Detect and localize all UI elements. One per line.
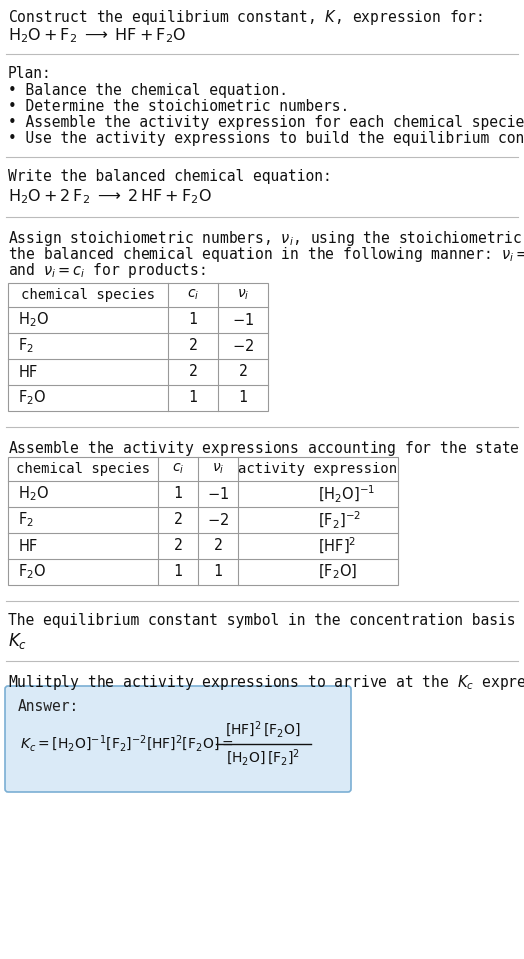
Text: $\mathrm{F_2O}$: $\mathrm{F_2O}$ (18, 388, 46, 408)
Text: 1: 1 (173, 486, 182, 502)
Text: $-1$: $-1$ (232, 312, 254, 328)
Text: $c_i$: $c_i$ (172, 462, 184, 477)
Text: chemical species: chemical species (16, 462, 150, 476)
Bar (8, 283, 268, 411)
Text: 1: 1 (189, 390, 198, 406)
Text: 1: 1 (189, 313, 198, 328)
Text: Assemble the activity expressions accounting for the state of matter and $\nu_i$: Assemble the activity expressions accoun… (8, 439, 524, 458)
Text: $K_c$: $K_c$ (8, 631, 27, 651)
Text: • Balance the chemical equation.: • Balance the chemical equation. (8, 83, 288, 98)
Text: $[\mathrm{F_2}]^{-2}$: $[\mathrm{F_2}]^{-2}$ (318, 509, 361, 530)
Text: $[\mathrm{H_2O}]^{-1}$: $[\mathrm{H_2O}]^{-1}$ (318, 483, 375, 504)
Text: $[\mathrm{H_2O}]\,[\mathrm{F_2}]^2$: $[\mathrm{H_2O}]\,[\mathrm{F_2}]^2$ (226, 748, 300, 768)
Text: and $\nu_i = c_i$ for products:: and $\nu_i = c_i$ for products: (8, 261, 206, 280)
Text: • Use the activity expressions to build the equilibrium constant expression.: • Use the activity expressions to build … (8, 131, 524, 146)
Bar (8, 457, 398, 585)
Text: activity expression: activity expression (238, 462, 398, 476)
Text: Construct the equilibrium constant, $K$, expression for:: Construct the equilibrium constant, $K$,… (8, 8, 483, 27)
Text: 2: 2 (173, 539, 182, 553)
Text: 1: 1 (238, 390, 247, 406)
Text: Plan:: Plan: (8, 66, 52, 81)
Text: $\mathrm{F_2}$: $\mathrm{F_2}$ (18, 510, 34, 529)
Text: 2: 2 (189, 364, 198, 380)
Text: the balanced chemical equation in the following manner: $\nu_i = -c_i$ for react: the balanced chemical equation in the fo… (8, 245, 524, 264)
Text: The equilibrium constant symbol in the concentration basis is:: The equilibrium constant symbol in the c… (8, 613, 524, 628)
Text: • Determine the stoichiometric numbers.: • Determine the stoichiometric numbers. (8, 99, 350, 114)
Text: 2: 2 (173, 512, 182, 527)
Text: 2: 2 (238, 364, 247, 380)
Text: Write the balanced chemical equation:: Write the balanced chemical equation: (8, 169, 332, 184)
Text: $-2$: $-2$ (232, 338, 254, 354)
Text: $\mathrm{H_2O + F_2 \;\longrightarrow\; HF + F_2O}$: $\mathrm{H_2O + F_2 \;\longrightarrow\; … (8, 26, 186, 45)
Text: $\mathrm{HF}$: $\mathrm{HF}$ (18, 538, 38, 554)
Text: chemical species: chemical species (21, 288, 155, 302)
Text: 1: 1 (173, 565, 182, 579)
Text: 2: 2 (189, 339, 198, 354)
Text: $[\mathrm{F_2O}]$: $[\mathrm{F_2O}]$ (318, 563, 357, 581)
Text: $\mathrm{F_2O}$: $\mathrm{F_2O}$ (18, 563, 46, 581)
Text: $\nu_i$: $\nu_i$ (237, 288, 249, 302)
Text: $[\mathrm{HF}]^2\,[\mathrm{F_2O}]$: $[\mathrm{HF}]^2\,[\mathrm{F_2O}]$ (225, 720, 301, 740)
Text: $\mathrm{HF}$: $\mathrm{HF}$ (18, 364, 38, 380)
Text: $\mathrm{H_2O}$: $\mathrm{H_2O}$ (18, 484, 49, 503)
Text: $K_c = [\mathrm{H_2O}]^{-1} [\mathrm{F_2}]^{-2} [\mathrm{HF}]^2 [\mathrm{F_2O}] : $K_c = [\mathrm{H_2O}]^{-1} [\mathrm{F_2… (20, 734, 233, 754)
Text: $\mathrm{F_2}$: $\mathrm{F_2}$ (18, 337, 34, 356)
Text: $-2$: $-2$ (207, 512, 229, 528)
Text: $c_i$: $c_i$ (187, 288, 199, 302)
Text: Mulitply the activity expressions to arrive at the $K_c$ expression:: Mulitply the activity expressions to arr… (8, 673, 524, 692)
Text: 1: 1 (214, 565, 222, 579)
Text: $\nu_i$: $\nu_i$ (212, 462, 224, 477)
Text: Assign stoichiometric numbers, $\nu_i$, using the stoichiometric coefficients, $: Assign stoichiometric numbers, $\nu_i$, … (8, 229, 524, 248)
FancyBboxPatch shape (5, 686, 351, 792)
Text: $[\mathrm{HF}]^{2}$: $[\mathrm{HF}]^{2}$ (318, 536, 356, 556)
Text: $\mathrm{H_2O}$: $\mathrm{H_2O}$ (18, 311, 49, 329)
Text: $-1$: $-1$ (207, 486, 229, 502)
Text: Answer:: Answer: (18, 699, 79, 714)
Text: • Assemble the activity expression for each chemical species.: • Assemble the activity expression for e… (8, 115, 524, 130)
Text: 2: 2 (214, 539, 222, 553)
Text: $\mathrm{H_2O + 2\,F_2 \;\longrightarrow\; 2\,HF + F_2O}$: $\mathrm{H_2O + 2\,F_2 \;\longrightarrow… (8, 187, 212, 205)
